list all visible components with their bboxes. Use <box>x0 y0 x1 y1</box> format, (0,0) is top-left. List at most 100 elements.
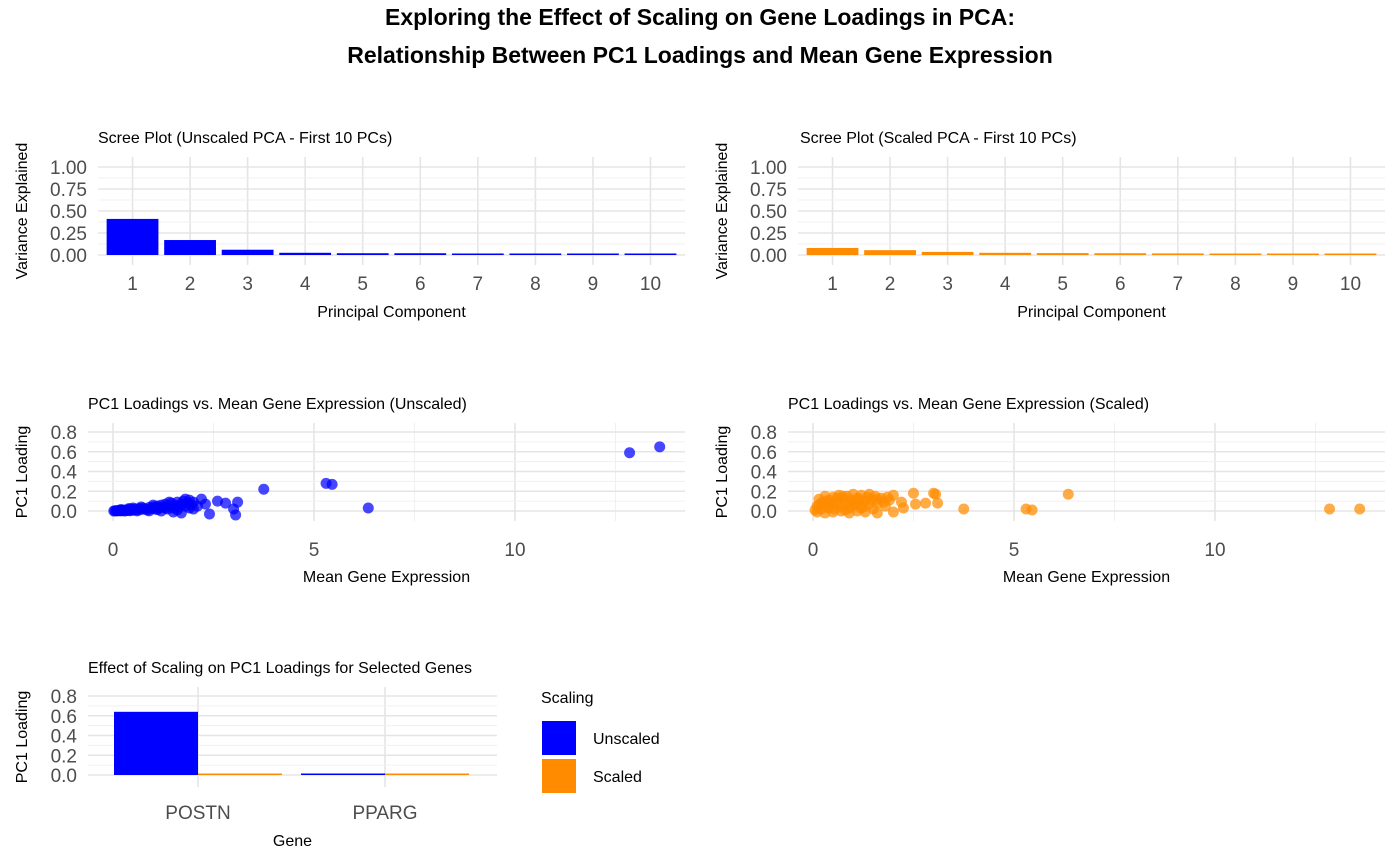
scatter-point <box>887 506 899 518</box>
y-tick-label: 0.6 <box>751 443 777 464</box>
scatter-point <box>151 504 163 516</box>
x-tick-label: 5 <box>1009 540 1020 561</box>
scatter-point <box>123 503 135 515</box>
scatter-point <box>837 490 849 502</box>
y-tick-label: 0.0 <box>51 502 77 523</box>
scree-bar <box>106 218 159 255</box>
scree-bar <box>921 251 974 255</box>
x-tick-label: POSTN <box>165 803 230 824</box>
legend-label: Unscaled <box>593 731 660 748</box>
x-tick-label: 8 <box>1230 274 1241 295</box>
x-tick-label: 1 <box>827 274 838 295</box>
y-tick-label: 0.4 <box>51 727 78 748</box>
scatter-point <box>191 500 203 512</box>
scree-bar <box>864 250 916 255</box>
scatter-point <box>863 488 875 500</box>
y-axis-label: Variance Explained <box>14 143 31 280</box>
x-tick-label: 7 <box>473 274 484 295</box>
y-tick-label: 0.25 <box>750 224 787 245</box>
x-tick-label: 2 <box>885 274 896 295</box>
scree-bar <box>567 253 619 255</box>
scatter-point <box>932 497 944 509</box>
scatter-point <box>930 488 942 500</box>
x-axis-label: Mean Gene Expression <box>303 569 470 586</box>
y-tick-label: 0.25 <box>50 224 87 245</box>
scatter-point <box>908 487 919 499</box>
gene-bar-unscaled <box>301 773 385 775</box>
scatter-point <box>853 493 865 505</box>
scatter-point <box>179 493 191 505</box>
x-tick-label: 6 <box>1115 274 1126 295</box>
scatter-point <box>232 496 244 508</box>
x-tick-label: 5 <box>357 274 368 295</box>
x-tick-label: 4 <box>1000 274 1011 295</box>
scatter-point <box>258 483 270 495</box>
main-title-line-1: Exploring the Effect of Scaling on Gene … <box>385 4 1015 30</box>
panel-title: PC1 Loadings vs. Mean Gene Expression (U… <box>88 396 467 413</box>
scatter-point <box>163 496 175 508</box>
x-tick-label: 6 <box>415 274 426 295</box>
scatter-point <box>829 498 841 510</box>
scree-bar <box>1209 253 1262 255</box>
scree-bar <box>451 253 504 255</box>
legend-title: Scaling <box>541 690 593 707</box>
x-tick-label: 2 <box>185 274 196 295</box>
x-tick-label: 10 <box>1204 540 1225 561</box>
scatter-point <box>1324 503 1336 515</box>
panel-title: Effect of Scaling on PC1 Loadings for Se… <box>88 660 472 677</box>
y-tick-label: 0.8 <box>751 423 777 444</box>
y-tick-label: 0.00 <box>50 246 87 267</box>
y-tick-label: 0.8 <box>51 687 77 708</box>
scree-bar <box>1324 253 1377 255</box>
scree-bar <box>1094 253 1147 255</box>
y-tick-label: 0.0 <box>51 766 77 787</box>
scatter-point <box>326 478 338 490</box>
scatter-point <box>171 504 183 516</box>
x-tick-label: PPARG <box>352 803 417 824</box>
scatter-point <box>362 502 374 514</box>
scree-bar <box>279 252 332 255</box>
y-tick-label: 0.00 <box>750 246 787 267</box>
scatter-point <box>920 497 932 509</box>
scree-bar <box>1036 253 1089 255</box>
x-tick-label: 5 <box>1057 274 1068 295</box>
y-tick-label: 0.6 <box>51 443 77 464</box>
y-tick-label: 0.2 <box>51 746 77 767</box>
x-tick-label: 10 <box>640 274 661 295</box>
scatter-point <box>135 501 147 513</box>
legend-label: Scaled <box>593 769 642 786</box>
gene-bar-scaled <box>198 773 282 775</box>
x-tick-label: 1 <box>127 274 138 295</box>
y-axis-label: PC1 Loading <box>714 426 731 519</box>
scree-bar <box>509 253 562 255</box>
panel-title: PC1 Loadings vs. Mean Gene Expression (S… <box>788 396 1149 413</box>
scree-bar <box>394 253 447 255</box>
x-axis-label: Principal Component <box>317 304 466 321</box>
scatter-point <box>115 504 127 516</box>
y-tick-label: 0.50 <box>750 202 787 223</box>
x-tick-label: 7 <box>1173 274 1184 295</box>
scatter-point <box>203 508 215 520</box>
scree-bar <box>164 240 216 255</box>
scatter-point <box>1354 503 1366 515</box>
panel-title: Scree Plot (Scaled PCA - First 10 PCs) <box>800 130 1077 147</box>
y-tick-label: 1.00 <box>50 158 87 179</box>
x-tick-label: 10 <box>504 540 525 561</box>
y-tick-label: 1.00 <box>750 158 787 179</box>
scatter-point <box>855 502 867 514</box>
gene-bar-scaled <box>385 773 469 775</box>
scatter-point <box>881 491 893 503</box>
scatter-point <box>220 497 232 509</box>
scatter-point <box>1026 504 1038 516</box>
scatter-point <box>654 441 666 453</box>
y-axis-label: Variance Explained <box>714 143 731 280</box>
main-title-line-2: Relationship Between PC1 Loadings and Me… <box>347 42 1053 68</box>
y-tick-label: 0.75 <box>50 180 87 201</box>
y-tick-label: 0.50 <box>50 202 87 223</box>
x-axis-label: Gene <box>273 833 312 850</box>
x-tick-label: 8 <box>530 274 541 295</box>
x-tick-label: 3 <box>242 274 253 295</box>
scree-bar <box>1267 253 1319 255</box>
y-tick-label: 0.4 <box>751 463 778 484</box>
